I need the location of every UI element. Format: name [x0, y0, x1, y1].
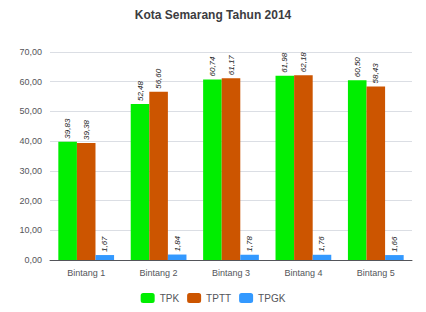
svg-text:50,00: 50,00 [19, 106, 42, 116]
svg-text:20,00: 20,00 [19, 196, 42, 206]
svg-text:Bintang 2: Bintang 2 [140, 268, 178, 278]
svg-text:1,78: 1,78 [245, 236, 254, 252]
svg-text:10,00: 10,00 [19, 225, 42, 235]
svg-text:40,00: 40,00 [19, 136, 42, 146]
svg-text:Bintang 4: Bintang 4 [284, 268, 322, 278]
svg-text:1,76: 1,76 [317, 236, 326, 252]
svg-text:Kota Semarang Tahun 2014: Kota Semarang Tahun 2014 [135, 8, 292, 22]
svg-text:60,00: 60,00 [19, 77, 42, 87]
svg-text:Bintang 3: Bintang 3 [212, 268, 250, 278]
svg-text:61,17: 61,17 [227, 55, 236, 76]
svg-text:61,98: 61,98 [280, 52, 289, 73]
svg-text:TPK: TPK [160, 293, 180, 304]
svg-text:1,66: 1,66 [390, 236, 399, 252]
svg-text:Bintang 1: Bintang 1 [67, 268, 105, 278]
svg-text:30,00: 30,00 [19, 166, 42, 176]
svg-text:62,18: 62,18 [299, 52, 308, 73]
svg-text:1,67: 1,67 [100, 236, 109, 252]
svg-text:1,84: 1,84 [173, 235, 182, 251]
svg-text:TPTT: TPTT [206, 293, 231, 304]
svg-text:60,74: 60,74 [208, 56, 217, 77]
svg-text:Bintang 5: Bintang 5 [357, 268, 395, 278]
svg-text:58,43: 58,43 [371, 63, 380, 84]
svg-text:39,38: 39,38 [82, 119, 91, 140]
svg-text:60,50: 60,50 [353, 57, 362, 78]
svg-text:0,00: 0,00 [24, 255, 42, 265]
svg-text:70,00: 70,00 [19, 47, 42, 57]
svg-text:TPGK: TPGK [258, 293, 286, 304]
svg-text:52,48: 52,48 [136, 80, 145, 101]
svg-text:39,83: 39,83 [63, 118, 72, 139]
svg-text:56,60: 56,60 [154, 68, 163, 89]
